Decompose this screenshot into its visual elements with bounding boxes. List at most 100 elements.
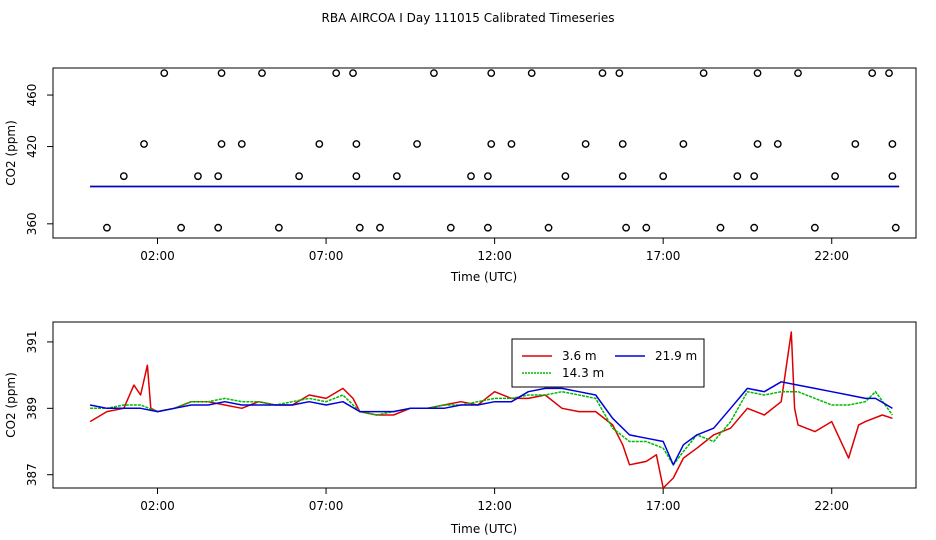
x-axis: 02:00 07:00 12:00 17:00 22:00 xyxy=(140,238,849,263)
x-tick-label: 02:00 xyxy=(140,249,175,263)
scatter-point xyxy=(581,140,590,148)
scatter-point xyxy=(352,140,361,148)
scatter-point xyxy=(642,223,651,232)
scatter-point xyxy=(413,140,421,148)
series-line-green xyxy=(90,390,894,466)
scatter-point xyxy=(885,69,893,78)
scatter-point xyxy=(177,223,186,232)
legend: 3.6 m 21.9 m 14.3 m xyxy=(511,338,705,388)
x-tick-label: 12:00 xyxy=(477,249,512,263)
scatter-point xyxy=(487,69,496,78)
scatter-point xyxy=(507,140,516,148)
scatter-point xyxy=(467,172,475,181)
panel-detail: 02:00 07:00 12:00 17:00 22:00 387 389 391 Time… xyxy=(4,321,917,536)
plot-frame xyxy=(52,67,917,239)
scatter-point xyxy=(753,140,762,148)
scatter-point xyxy=(483,172,492,181)
y-tick-label: 389 xyxy=(25,397,39,420)
scatter-point xyxy=(376,223,384,232)
points-layer xyxy=(103,69,900,232)
y-axis: 387 389 391 xyxy=(25,330,53,486)
scatter-point xyxy=(831,172,839,181)
scatter-point xyxy=(659,172,668,181)
x-tick-label: 22:00 xyxy=(814,499,849,513)
x-axis-label: Time (UTC) xyxy=(450,270,517,284)
x-tick-label: 02:00 xyxy=(140,499,175,513)
scatter-point xyxy=(214,223,223,232)
scatter-point xyxy=(888,172,897,181)
scatter-point xyxy=(750,223,759,232)
scatter-point xyxy=(753,69,762,78)
scatter-point xyxy=(217,69,226,78)
scatter-point xyxy=(561,172,570,181)
scatter-point xyxy=(598,69,607,78)
scatter-point xyxy=(679,140,688,148)
scatter-point xyxy=(487,140,496,148)
scatter-point xyxy=(618,172,627,181)
scatter-point xyxy=(868,69,877,78)
legend-box xyxy=(511,338,705,388)
scatter-point xyxy=(544,223,553,232)
series-line-blue xyxy=(89,381,893,466)
x-tick-label: 17:00 xyxy=(646,499,681,513)
scatter-point xyxy=(349,69,357,78)
scatter-point xyxy=(891,223,900,232)
scatter-point xyxy=(483,223,492,232)
y-tick-label: 387 xyxy=(25,463,39,486)
scatter-point xyxy=(217,140,226,148)
y-tick-label: 420 xyxy=(25,135,39,158)
scatter-point xyxy=(527,69,536,78)
scatter-point xyxy=(160,69,169,78)
scatter-point xyxy=(851,140,860,148)
y-tick-label: 391 xyxy=(25,330,39,353)
scatter-point xyxy=(119,172,128,181)
scatter-point xyxy=(332,69,341,78)
scatter-point xyxy=(618,140,627,148)
x-tick-label: 22:00 xyxy=(814,249,849,263)
scatter-point xyxy=(237,140,246,148)
panel-overview: 02:00 07:00 12:00 17:00 22:00 360 420 460 Time… xyxy=(4,67,917,284)
scatter-point xyxy=(446,223,455,232)
scatter-point xyxy=(103,223,111,232)
scatter-point xyxy=(622,223,630,232)
scatter-point xyxy=(773,140,782,148)
scatter-point xyxy=(315,140,324,148)
scatter-point xyxy=(615,69,624,78)
y-axis: 360 420 460 xyxy=(25,84,53,235)
scatter-point xyxy=(750,172,759,181)
x-tick-label: 12:00 xyxy=(477,499,512,513)
y-tick-label: 460 xyxy=(25,84,39,107)
x-tick-label: 07:00 xyxy=(309,249,344,263)
scatter-point xyxy=(716,223,725,232)
scatter-point xyxy=(392,172,401,181)
legend-label-21-9m: 21.9 m xyxy=(655,349,697,363)
y-axis-label: CO2 (ppm) xyxy=(4,372,18,438)
legend-label-3-6m: 3.6 m xyxy=(562,349,597,363)
scatter-point xyxy=(355,223,364,232)
legend-label-14-3m: 14.3 m xyxy=(562,366,604,380)
figure-title: RBA AIRCOA I Day 111015 Calibrated Times… xyxy=(322,11,615,25)
plot-frame xyxy=(52,321,917,489)
scatter-point xyxy=(295,172,303,181)
x-axis: 02:00 07:00 12:00 17:00 22:00 xyxy=(140,488,849,513)
scatter-point xyxy=(214,172,223,181)
scatter-point xyxy=(699,69,708,78)
scatter-point xyxy=(274,223,283,232)
scatter-point xyxy=(352,172,361,181)
x-axis-label: Time (UTC) xyxy=(450,522,517,536)
scatter-point xyxy=(733,172,742,181)
scatter-point xyxy=(810,223,819,232)
scatter-point xyxy=(194,172,202,181)
y-tick-label: 360 xyxy=(25,212,39,235)
x-tick-label: 17:00 xyxy=(646,249,681,263)
series-layer xyxy=(89,331,894,489)
y-axis-label: CO2 (ppm) xyxy=(4,120,18,186)
scatter-point xyxy=(794,69,802,78)
scatter-point xyxy=(430,69,438,78)
x-tick-label: 07:00 xyxy=(309,499,344,513)
scatter-point xyxy=(888,140,897,148)
scatter-point xyxy=(258,69,266,78)
scatter-point xyxy=(140,140,148,148)
